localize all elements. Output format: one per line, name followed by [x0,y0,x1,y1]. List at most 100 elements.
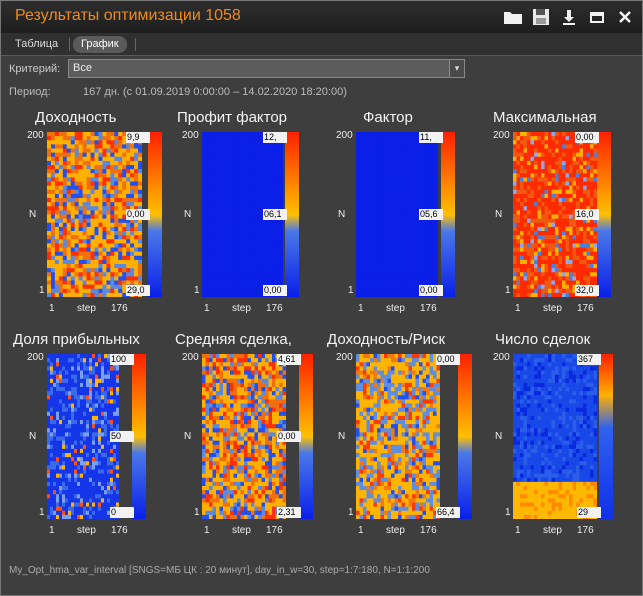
color-scale-label: 50 [110,430,134,442]
y-axis-max-label: 200 [336,352,353,363]
color-scale-label: 0,00 [126,208,150,220]
y-axis-max-label: 200 [493,130,510,141]
y-axis-label: N [184,430,192,442]
color-scale-label: 12, [263,132,287,143]
y-axis-max-label: 200 [336,130,353,141]
heatmap-plot[interactable] [356,354,440,519]
x-axis-max-label: 176 [111,525,128,536]
save-icon[interactable] [530,6,552,28]
minimize-icon[interactable] [586,6,608,28]
y-axis-label: N [29,208,37,220]
color-scale-label: 0 [110,507,134,518]
color-scale-label: 0,00 [263,285,287,296]
heatmap-title: Максимальная [493,109,597,126]
heatmap-plot[interactable] [47,132,142,297]
y-axis-min-label: 1 [194,285,200,296]
color-scale-label: 29,0 [126,285,150,296]
x-axis-min-label: 1 [204,303,210,314]
x-axis-label: step [77,303,96,314]
y-axis-max-label: 200 [27,130,44,141]
color-scale-label: 66,4 [436,507,460,518]
color-scale-label: 9,9 [126,132,150,143]
color-scale-bar [148,132,162,297]
color-scale-label: 0,00 [419,285,443,296]
x-axis-label: step [232,525,251,536]
criteria-select[interactable]: Все ▾ [68,59,465,78]
color-scale-label: 367 [577,354,601,365]
heatmap-plot[interactable] [513,132,597,297]
tab-chart[interactable]: График [73,36,127,53]
period-value: 167 дн. (с 01.09.2019 0:00:00 – 14.02.20… [83,86,347,98]
x-axis-label: step [543,303,562,314]
color-scale-bar [132,354,146,519]
y-axis-max-label: 200 [182,130,199,141]
heatmap-title: Профит фактор [177,109,288,126]
window-title: Результаты оптимизации 1058 [15,7,241,24]
open-folder-icon[interactable] [502,6,524,28]
x-axis-min-label: 1 [204,525,210,536]
x-axis-min-label: 1 [515,525,521,536]
x-axis-min-label: 1 [49,525,55,536]
y-axis-label: N [338,430,346,442]
color-scale-label: 0,00 [277,430,301,442]
y-axis-min-label: 1 [505,285,511,296]
view-tabs: Таблица График [1,33,642,56]
y-axis-max-label: 200 [493,352,510,363]
color-scale-label: 0,00 [436,354,460,365]
heatmap-plot[interactable] [47,354,119,519]
strategy-footer: My_Opt_hma_var_interval [SNGS=МБ ЦК : 20… [9,565,430,576]
color-scale-label: 16,0 [575,208,599,220]
criteria-label: Критерий: [9,63,61,75]
color-scale-bar [299,354,313,519]
heatmap-title: Средняя сделка, [175,331,292,348]
criteria-value: Все [73,62,92,74]
x-axis-label: step [77,525,96,536]
x-axis-label: step [386,525,405,536]
color-scale-bar [597,132,611,297]
tab-separator [135,38,136,51]
period-label: Период: [9,86,51,98]
heatmap-plot[interactable] [513,354,597,519]
x-axis-label: step [386,303,405,314]
color-scale-label: 4,61 [277,354,301,365]
y-axis-min-label: 1 [39,285,45,296]
y-axis-min-label: 1 [505,507,511,518]
x-axis-max-label: 176 [577,525,594,536]
y-axis-label: N [338,208,346,220]
close-icon[interactable] [614,6,636,28]
x-axis-label: step [232,303,251,314]
heatmap-title: Доходность [35,109,117,126]
heatmap-title: Доля прибыльных [13,331,140,348]
tab-separator [69,38,70,51]
x-axis-max-label: 176 [577,303,594,314]
heatmap-plot[interactable] [202,132,283,297]
y-axis-min-label: 1 [348,285,354,296]
color-scale-bar [285,132,299,297]
title-bar: Результаты оптимизации 1058 [1,1,642,33]
y-axis-min-label: 1 [39,507,45,518]
y-axis-min-label: 1 [348,507,354,518]
color-scale-label: 11, [419,132,443,143]
color-scale-bar [599,354,613,519]
color-scale-label: 100 [110,354,134,365]
x-axis-max-label: 176 [420,525,437,536]
tab-table[interactable]: Таблица [15,38,59,50]
color-scale-label: 06,1 [263,208,287,220]
title-bar-icons [502,6,636,28]
heatmap-title: Доходность/Риск [327,331,446,348]
download-icon[interactable] [558,6,580,28]
color-scale-label: 32,0 [575,285,599,296]
x-axis-max-label: 176 [420,303,437,314]
heatmap-plot[interactable] [202,354,286,519]
color-scale-bar [441,132,455,297]
y-axis-max-label: 200 [182,352,199,363]
color-scale-label: 2,31 [277,507,301,518]
color-scale-label: 05,6 [419,208,443,220]
x-axis-min-label: 1 [49,303,55,314]
color-scale-bar [458,354,472,519]
chevron-down-icon[interactable]: ▾ [449,60,464,77]
x-axis-min-label: 1 [358,303,364,314]
color-scale-label: 0,00 [575,132,599,143]
x-axis-min-label: 1 [358,525,364,536]
